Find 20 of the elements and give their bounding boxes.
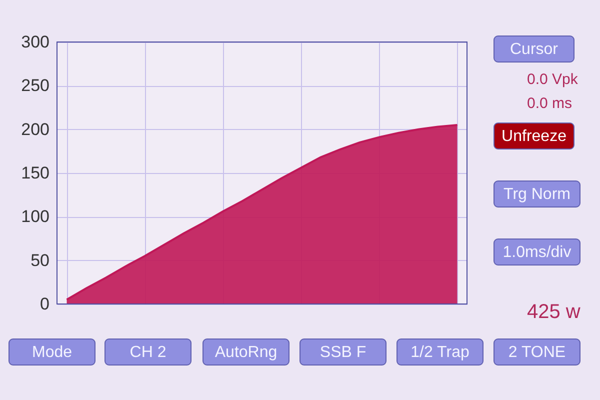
text: 1/2 Trap bbox=[410, 344, 470, 361]
text: Mode bbox=[32, 344, 72, 361]
text: Trg Norm bbox=[504, 186, 570, 203]
y-tick-label: 150 bbox=[21, 164, 50, 182]
text: SSB F bbox=[320, 344, 366, 361]
text: AutoRng bbox=[214, 344, 278, 361]
text: 1.0ms/div bbox=[502, 244, 572, 261]
y-tick-label: 50 bbox=[30, 250, 50, 270]
y-tick-label: 250 bbox=[21, 76, 50, 96]
y-tick-label: 100 bbox=[21, 207, 50, 226]
text: 2 TONE bbox=[508, 344, 566, 361]
text: 0.0 ms bbox=[527, 95, 572, 112]
text: CH 2 bbox=[130, 344, 166, 361]
y-tick-label: 200 bbox=[21, 120, 50, 139]
y-tick-label: 300 bbox=[21, 32, 50, 52]
y-tick-label: 0 bbox=[40, 294, 50, 314]
text: Unfreeze bbox=[502, 128, 567, 145]
text: 425 w bbox=[527, 301, 581, 323]
text: Cursor bbox=[510, 41, 559, 58]
text: 0.0 Vpk bbox=[527, 71, 578, 88]
